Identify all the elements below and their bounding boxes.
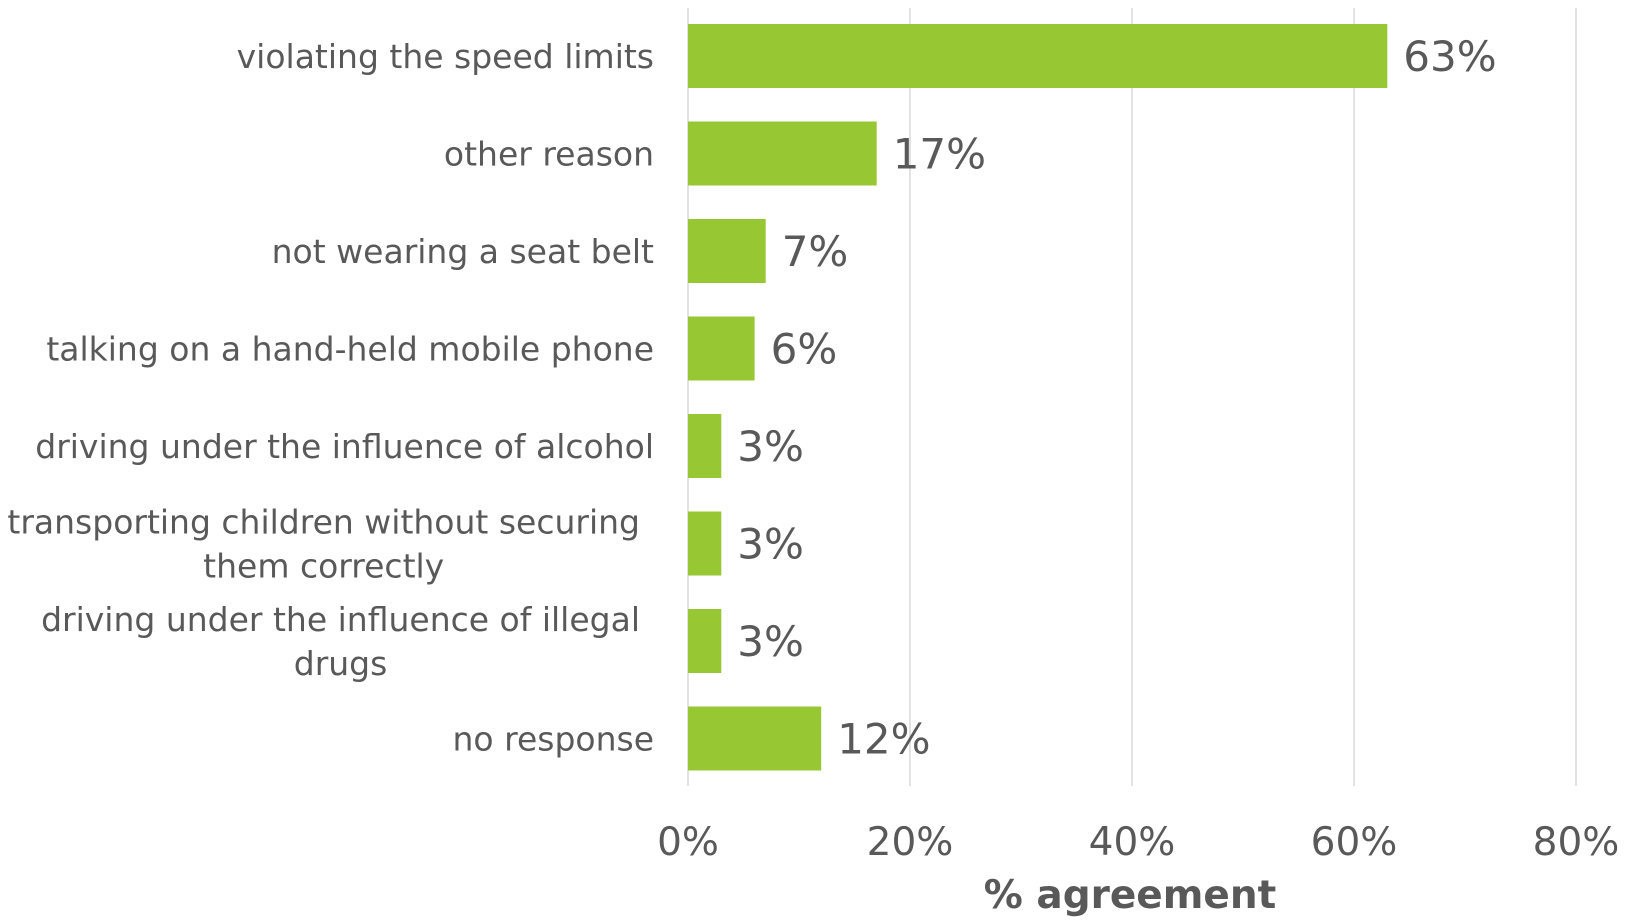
category-label: violating the speed limits xyxy=(237,37,654,76)
category-label: not wearing a seat belt xyxy=(272,232,654,271)
bar xyxy=(688,706,822,771)
category-labels: violating the speed limits other reason no… xyxy=(7,37,654,759)
category-label: driving under the influence of illegal xyxy=(41,600,640,639)
data-label: 7% xyxy=(782,227,849,276)
category-label: talking on a hand-held mobile phone xyxy=(46,330,654,369)
x-tick-label: 80% xyxy=(1533,820,1620,865)
x-axis-title: % agreement xyxy=(984,873,1277,918)
x-axis-ticks: 0% 20% 40% 60% 80% xyxy=(657,820,1619,865)
x-tick-label: 20% xyxy=(867,820,954,865)
x-tick-label: 60% xyxy=(1311,820,1398,865)
category-label: driving under the influence of alcohol xyxy=(35,427,654,466)
category-label: no response xyxy=(453,720,654,759)
data-label: 17% xyxy=(893,130,986,179)
bar xyxy=(688,511,722,576)
bar xyxy=(688,316,755,381)
value-labels: 63% 17% 7% 6% 3% 3% 3% 12% xyxy=(737,32,1496,764)
data-label: 3% xyxy=(737,422,804,471)
data-label: 3% xyxy=(737,617,804,666)
bars xyxy=(688,24,1388,771)
category-label-line2: them correctly xyxy=(203,547,444,586)
category-label-line2: drugs xyxy=(294,644,388,683)
bar xyxy=(688,414,722,478)
category-label: other reason xyxy=(444,135,654,174)
data-label: 63% xyxy=(1403,32,1496,81)
data-label: 3% xyxy=(737,520,804,569)
data-label: 6% xyxy=(771,325,838,374)
x-tick-label: 40% xyxy=(1089,820,1176,865)
bar xyxy=(688,219,766,283)
data-label: 12% xyxy=(837,715,930,764)
bar xyxy=(688,24,1388,88)
x-tick-label: 0% xyxy=(657,820,719,865)
category-label: transporting children without securing xyxy=(7,503,640,542)
bar xyxy=(688,121,877,186)
bar xyxy=(688,609,722,673)
